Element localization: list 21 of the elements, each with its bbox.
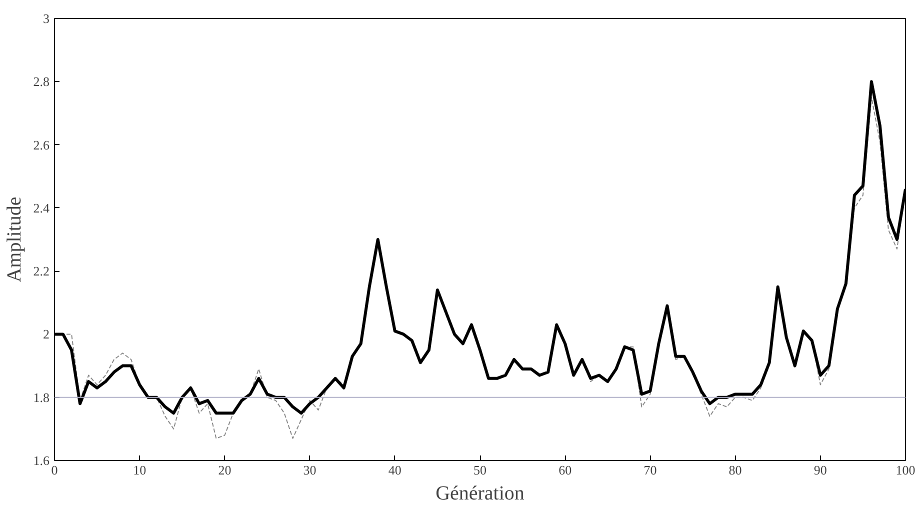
x-tick-label: 40 bbox=[388, 462, 402, 478]
y-axis-title: Amplitude bbox=[3, 196, 26, 282]
y-tick-label: 3 bbox=[43, 11, 50, 26]
y-tick-label: 2 bbox=[43, 326, 50, 342]
x-tick-label: 0 bbox=[51, 462, 58, 478]
y-tick-label: 1.8 bbox=[33, 390, 50, 405]
x-tick-label: 60 bbox=[558, 462, 572, 478]
x-tick-label: 70 bbox=[644, 462, 657, 478]
x-tick-label: 100 bbox=[896, 462, 916, 478]
x-tick-label: 50 bbox=[474, 462, 486, 478]
x-tick-label: 90 bbox=[814, 462, 827, 478]
x-axis-title: Génération bbox=[436, 482, 524, 504]
y-tick-label: 2.8 bbox=[33, 74, 50, 90]
y-tick-label: 2.2 bbox=[33, 264, 50, 279]
x-tick-label: 10 bbox=[133, 462, 146, 478]
x-tick-label: 20 bbox=[218, 462, 232, 478]
y-tick-label: 2.4 bbox=[33, 200, 50, 216]
y-tick-label: 2.6 bbox=[33, 137, 50, 152]
y-tick-label: 1.6 bbox=[33, 453, 50, 468]
x-tick-label: 80 bbox=[728, 462, 742, 478]
x-tick-label: 30 bbox=[303, 462, 316, 478]
